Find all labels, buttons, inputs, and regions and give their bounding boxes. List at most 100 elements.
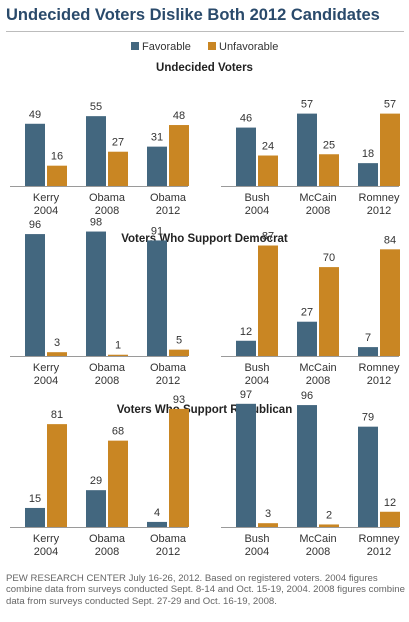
category-label-name: Obama (150, 362, 187, 374)
data-label: 81 (51, 409, 63, 421)
data-label: 79 (362, 412, 374, 424)
bar-unfavorable (380, 511, 400, 527)
data-label: 16 (51, 151, 63, 163)
legend-label: Unfavorable (219, 41, 278, 53)
data-label: 96 (301, 390, 313, 402)
bar-unfavorable (47, 424, 67, 527)
bar-favorable (358, 347, 378, 356)
bar-favorable (236, 127, 256, 186)
bar-unfavorable (169, 349, 189, 356)
data-label: 25 (323, 139, 335, 151)
data-label: 84 (384, 234, 396, 246)
category-label-name: Obama (150, 192, 187, 204)
category-label-name: Romney (359, 533, 400, 545)
bar-favorable (236, 403, 256, 527)
bar-unfavorable (258, 155, 278, 186)
data-label: 57 (384, 99, 396, 111)
category-label-name: Bush (244, 362, 269, 374)
bar-favorable (297, 321, 317, 356)
bar-favorable (147, 146, 167, 186)
data-label: 31 (151, 132, 163, 144)
data-label: 12 (384, 497, 396, 509)
title-divider (6, 31, 404, 32)
category-label-year: 2008 (95, 205, 119, 217)
data-label: 2 (326, 509, 332, 521)
bar-unfavorable (108, 440, 128, 527)
category-label-year: 2004 (245, 375, 269, 387)
category-label-name: Kerry (33, 533, 60, 545)
category-label-name: Obama (89, 192, 126, 204)
category-label-name: Bush (244, 192, 269, 204)
category-label-name: Kerry (33, 192, 60, 204)
data-label: 4 (154, 507, 160, 519)
data-label: 97 (240, 389, 252, 401)
bar-unfavorable (319, 267, 339, 356)
bar-favorable (86, 490, 106, 527)
category-label-year: 2012 (156, 205, 180, 217)
category-label-name: Bush (244, 533, 269, 545)
category-label-year: 2008 (95, 375, 119, 387)
data-label: 12 (240, 326, 252, 338)
category-label-year: 2004 (245, 546, 269, 558)
category-label-name: McCain (299, 192, 336, 204)
category-label-year: 2012 (367, 375, 391, 387)
bar-favorable (358, 163, 378, 186)
category-label-name: Obama (89, 362, 126, 374)
section-heading: Undecided Voters (156, 62, 253, 74)
chart-title: Undecided Voters Dislike Both 2012 Candi… (6, 6, 380, 24)
bar-unfavorable (108, 151, 128, 186)
bar-unfavorable (108, 354, 128, 356)
category-label-year: 2004 (34, 205, 58, 217)
data-label: 3 (265, 508, 271, 520)
bar-unfavorable (258, 523, 278, 527)
data-label: 70 (323, 252, 335, 264)
data-label: 18 (362, 148, 374, 160)
bar-unfavorable (258, 245, 278, 356)
category-label-year: 2012 (156, 375, 180, 387)
data-label: 7 (365, 332, 371, 344)
category-label-name: Romney (359, 362, 400, 374)
data-label: 68 (112, 426, 124, 438)
section-heading: Voters Who Support Republican (117, 404, 292, 416)
category-label-year: 2008 (306, 205, 330, 217)
data-label: 5 (176, 335, 182, 347)
bar-unfavorable (47, 352, 67, 356)
bar-unfavorable (169, 125, 189, 186)
bar-favorable (147, 521, 167, 527)
category-label-year: 2004 (34, 546, 58, 558)
bar-unfavorable (47, 165, 67, 186)
category-label-name: Obama (150, 533, 187, 545)
legend-swatch-favorable (131, 42, 139, 50)
data-label: 27 (301, 307, 313, 319)
bar-favorable (25, 234, 45, 356)
data-label: 98 (90, 217, 102, 229)
bar-unfavorable (319, 524, 339, 527)
category-label-name: McCain (299, 533, 336, 545)
data-label: 3 (54, 337, 60, 349)
data-label: 1 (115, 340, 121, 352)
category-label-year: 2012 (367, 205, 391, 217)
category-label-year: 2008 (95, 546, 119, 558)
data-label: 15 (29, 493, 41, 505)
bar-unfavorable (380, 113, 400, 186)
category-label-name: McCain (299, 362, 336, 374)
category-label-name: Obama (89, 533, 126, 545)
bar-favorable (297, 405, 317, 527)
bar-favorable (147, 240, 167, 356)
bar-unfavorable (169, 408, 189, 527)
data-label: 24 (262, 141, 274, 153)
bar-favorable (86, 231, 106, 356)
data-label: 27 (112, 137, 124, 149)
data-label: 93 (173, 394, 185, 406)
data-label: 91 (151, 225, 163, 237)
bar-favorable (86, 116, 106, 186)
data-label: 57 (301, 99, 313, 111)
category-label-year: 2004 (245, 205, 269, 217)
data-label: 96 (29, 219, 41, 231)
bar-unfavorable (380, 249, 400, 356)
data-label: 29 (90, 475, 102, 487)
category-label-name: Romney (359, 192, 400, 204)
bar-favorable (358, 426, 378, 527)
category-label-year: 2012 (367, 546, 391, 558)
data-label: 46 (240, 113, 252, 125)
